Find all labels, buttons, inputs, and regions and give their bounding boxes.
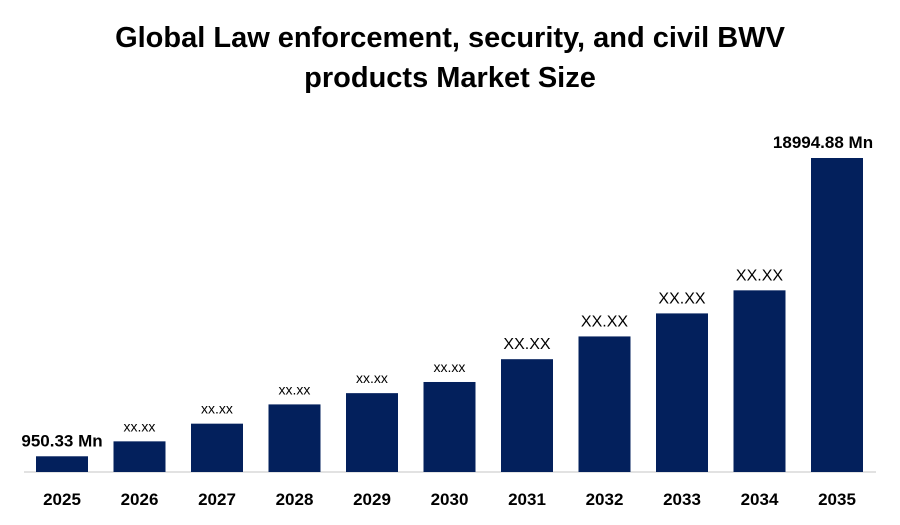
bar-2034 (733, 290, 786, 472)
data-label-2034: XX.XX (736, 267, 783, 284)
data-label-2032: XX.XX (581, 313, 628, 330)
bar-2026 (113, 441, 166, 472)
x-tick-2025: 2025 (43, 490, 81, 509)
chart-title-line-1: Global Law enforcement, security, and ci… (115, 22, 785, 54)
bar-2032 (578, 336, 631, 472)
bar-2035 (811, 158, 863, 472)
x-tick-2033: 2033 (663, 490, 701, 509)
x-tick-2034: 2034 (741, 490, 779, 509)
bar-2031 (501, 359, 553, 472)
x-tick-2035: 2035 (818, 490, 856, 509)
data-label-2030: xx.xx (434, 359, 466, 375)
data-label-2026: xx.xx (124, 418, 156, 434)
bar-2027 (191, 423, 243, 472)
data-label-2027: xx.xx (201, 401, 233, 417)
bar-2030 (423, 381, 476, 472)
data-label-2028: xx.xx (279, 381, 311, 397)
data-label-2033: XX.XX (658, 290, 705, 307)
chart-title: Global Law enforcement, security, and ci… (0, 18, 900, 98)
data-label-2029: xx.xx (356, 370, 388, 386)
x-tick-2026: 2026 (121, 490, 159, 509)
data-label-2025: 950.33 Mn (21, 431, 102, 450)
chart-title-line-2: products Market Size (304, 62, 596, 94)
data-label-2035: 18994.88 Mn (773, 133, 873, 152)
bar-2033 (656, 313, 708, 472)
x-tick-2030: 2030 (431, 490, 469, 509)
x-tick-2029: 2029 (353, 490, 391, 509)
bar-2028 (268, 404, 321, 472)
data-label-2031: XX.XX (503, 336, 550, 353)
x-tick-2027: 2027 (198, 490, 236, 509)
bar-2025 (36, 456, 88, 472)
x-tick-2031: 2031 (508, 490, 546, 509)
x-tick-2032: 2032 (586, 490, 624, 509)
x-tick-2028: 2028 (276, 490, 314, 509)
bar-2029 (346, 393, 398, 472)
